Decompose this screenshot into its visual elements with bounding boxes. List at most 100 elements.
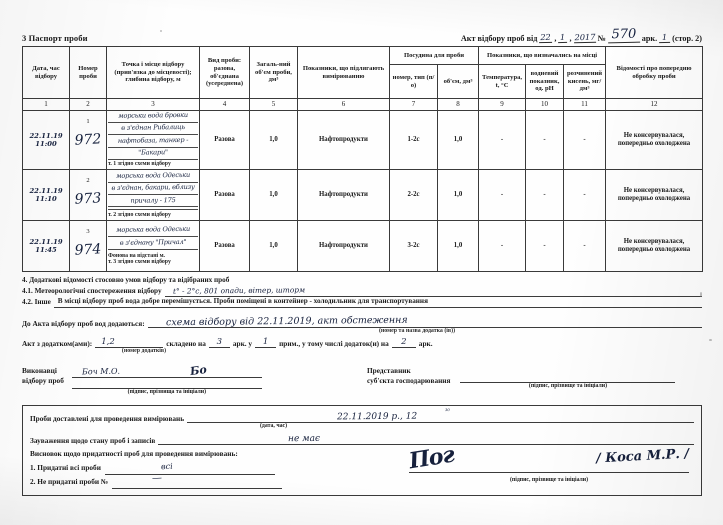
sample-passport-table: Дата, час відбору Номер проби Точка і мі… [22,46,704,273]
cell-vessel-volume[interactable]: 1,0 [436,220,480,273]
cell-ph[interactable]: - [525,169,565,222]
cell-vessel-no[interactable]: 1-2с [389,109,438,171]
cell-total-volume[interactable]: 1,0 [249,169,298,222]
table-column-number-row: 1 2 3 4 5 6 7 8 9 10 11 12 [22,98,704,111]
th-oxygen: розчинений кисень, мг/дм³ [563,64,607,99]
cell-oxygen[interactable]: - [563,169,607,222]
cell-vessel-no[interactable]: 2-2с [389,169,438,222]
attachment-numbers-field[interactable]: 1,2 [95,337,164,348]
th-vessel-group: Посудина для проби [388,46,480,65]
th-date-time: Дата, час відбору [22,46,70,99]
cell-point-place[interactable]: морська вода Одеськи в з'єднану "Причал"… [106,220,200,273]
representative-label: Представник суб'єкта господарювання [367,366,450,396]
final-signature-caption: (підпис, прізвище та ініціали) [509,477,589,483]
sheet-value-field[interactable]: 1 [659,31,671,44]
item42-field[interactable]: В місці відбору проб вода добре перемішу… [53,297,702,308]
executors-signature-mark: Бо [189,362,208,378]
cell-point-place[interactable]: морськи вода бровки в з'єднан Рибалиць н… [106,109,200,171]
cell-sample-no[interactable]: 3 974 [69,220,107,273]
cell-temperature[interactable]: - [478,109,527,171]
remarks-field[interactable]: не має [158,433,694,446]
row1-point-hw-1: морськи вода бровки [118,110,188,120]
colnum-11: 11 [563,98,607,111]
delivered-field[interactable]: 22.11.2019 р., 12 ³⁰ [187,408,694,424]
attachments-field[interactable]: схема відбору від 22.11.2019, акт обстеж… [147,315,702,328]
cell-indicators[interactable]: Нафтопродукти [297,220,390,273]
th-point-place: Точка і місце відбору (прив'язка до місц… [106,46,200,99]
cell-total-volume[interactable]: 1,0 [249,109,298,171]
colnum-3: 3 [106,98,200,111]
rule [108,181,198,183]
act-number-field[interactable]: 570 [607,26,640,44]
cell-ph[interactable]: - [525,220,565,273]
page-label: (стор. 2) [672,34,702,43]
section-4: 4. Додаткові відомості стосовно умов від… [22,275,702,308]
cell-temperature[interactable]: - [478,220,527,273]
cell-date-time[interactable]: 22.11.19 11:00 [22,109,70,171]
conclusion-item1-field[interactable]: всі [104,462,275,476]
row1-index: 1 [86,118,90,125]
row3-point-printed: т. 3 згідно схеми відбору [108,259,171,266]
cell-total-volume[interactable]: 1,0 [249,220,298,273]
document-content: 3 Паспорт проби Акт відбору проб від 22 … [22,26,704,496]
final-signature-scrawl: Пог [407,441,456,475]
cell-sample-type[interactable]: Разова [199,109,250,171]
act-year-field[interactable]: 2017 [573,31,596,44]
cell-indicators[interactable]: Нафтопродукти [297,169,390,222]
cell-oxygen[interactable]: - [563,109,607,171]
rule [108,206,198,208]
delivered-time-sup: ³⁰ [445,408,450,416]
cell-indicators[interactable]: Нафтопродукти [297,109,390,171]
th-indicators: Показники, що підлягають вимірюванню [297,46,390,99]
section4-title: 4. Додаткові відомості стосовно умов від… [22,276,230,285]
cell-pretreatment[interactable]: Не консервувалася, попередньо охолоджена [605,169,704,222]
sheets-count-field[interactable]: 3 [208,337,230,348]
act-prefix-label: Акт відбору проб від [460,34,538,43]
cell-date-time[interactable]: 22.11.19 11:10 [22,169,70,222]
colnum-6: 6 [297,98,390,111]
act-month-field[interactable]: 1 [558,31,568,44]
colnum-7: 7 [389,98,438,111]
delivered-row: Проби доставлені для проведення вимірюва… [30,408,694,424]
item42-value: В місці відбору проб вода добре перемішу… [57,297,428,306]
final-signature-block[interactable]: Пог / Коса М.Р. / (підпис, прізвище та і… [407,442,690,483]
cell-sample-no[interactable]: 1 972 [69,109,107,171]
th-sample-no: Номер проби [69,46,107,99]
executors-signature-field-2[interactable] [71,378,262,389]
cell-oxygen[interactable]: - [563,220,607,273]
delivered-label: Проби доставлені для проведення вимірюва… [30,414,185,424]
cell-point-place[interactable]: морська вода Одеськи в з'єднан, бакари, … [106,169,200,222]
cell-vessel-volume[interactable]: 1,0 [436,109,480,171]
attachment-sheets-field[interactable]: 2 [391,337,416,348]
cell-vessel-volume[interactable]: 1,0 [436,169,480,222]
act-day-field[interactable]: 22 [539,31,553,44]
th-temperature: Температура, t, °C [478,64,527,99]
conclusion-item-1: 1. Придатні всі проби всі [30,461,694,476]
row3-point-hw-1: морська вода Одеськи [116,225,191,235]
copies-count-field[interactable]: 1 [255,337,277,348]
colnum-12: 12 [605,98,704,111]
cell-sample-type[interactable]: Разова [199,220,250,273]
executors-signature-field[interactable]: Боч М.О. Бо [71,362,262,378]
cell-sample-type[interactable]: Разова [199,169,250,222]
cell-pretreatment[interactable]: Не консервувалася, попередньо охолоджена [605,220,704,273]
cell-sample-no[interactable]: 2 973 [69,169,107,222]
act-header: Акт відбору проб від 22 , 1 , 2017 № 570… [460,26,702,44]
rule [108,146,198,148]
table-header-row-sub: номер, тип (п/о) об'єм, дм³ Температура,… [23,64,703,99]
row3-date: 22.11.19 [29,238,63,247]
cell-date-time[interactable]: 22.11.19 11:45 [22,220,70,273]
cell-ph[interactable]: - [525,109,565,171]
row3-point-printed-a: Фонова на відстані м. [108,252,165,259]
representative-label-line2: суб'єкта господарювання [367,376,451,386]
attachments-section: До Акта відбору проб вод додаються: схем… [22,315,702,354]
item41-field[interactable]: t° - 2°c, 801 опади, вітер, шторм [164,285,702,297]
cell-vessel-no[interactable]: 3-2с [389,220,438,273]
cell-pretreatment[interactable]: Не консервувалася, попередньо охолоджена [605,109,704,171]
conclusion-item2-field[interactable]: — [112,473,283,489]
conclusion-items: 1. Придатні всі проби всі 2. Не придатні… [30,461,694,489]
rule [108,194,198,196]
final-signature-name: / Коса М.Р. / [595,446,690,467]
cell-temperature[interactable]: - [478,169,527,222]
representative-signature-field[interactable] [460,366,676,383]
